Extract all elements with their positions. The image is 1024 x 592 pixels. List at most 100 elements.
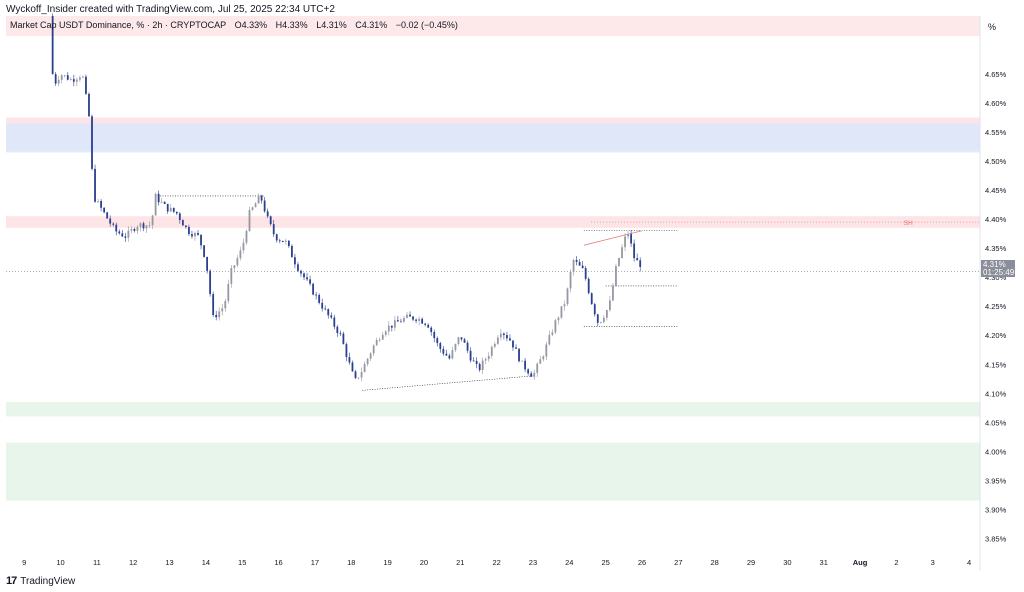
candle-body: [575, 259, 578, 262]
candle-body: [390, 325, 393, 328]
candle-body: [254, 203, 257, 208]
axis-unit[interactable]: %: [988, 22, 997, 32]
candle-body: [160, 201, 163, 203]
candle-body: [336, 326, 339, 334]
candle-body: [266, 211, 269, 217]
candle-body: [400, 321, 402, 323]
candle-body: [451, 350, 454, 359]
candle-body: [384, 331, 387, 335]
candle-body: [627, 234, 629, 237]
symbol-legend[interactable]: Market Cap USDT Dominance, % · 2h · CRYP…: [10, 20, 464, 30]
candle-body: [533, 372, 536, 377]
candle-body: [69, 79, 72, 80]
tradingview-logo[interactable]: 17 TradingView: [6, 575, 75, 587]
candle-body: [75, 79, 78, 82]
candle-body: [415, 319, 417, 321]
candle-body: [503, 333, 505, 336]
candle-body: [321, 302, 324, 309]
candle-body: [309, 279, 311, 284]
candle-body: [354, 371, 357, 379]
candle-body: [457, 337, 460, 344]
candle-body: [633, 243, 636, 259]
candle-body: [369, 353, 372, 359]
sh-label: SH: [904, 220, 913, 227]
candle-body: [54, 74, 57, 84]
candle-body: [230, 267, 233, 284]
candle-body: [112, 223, 115, 225]
candle-body: [151, 215, 154, 226]
candle-body: [148, 225, 151, 227]
candle-body: [469, 350, 472, 361]
zone-demand-3: [6, 401, 980, 417]
candle-body: [239, 250, 242, 259]
candle-body: [203, 245, 205, 257]
ohlc-close: C4.31%: [355, 20, 388, 30]
candle-body: [236, 258, 239, 266]
ohlc-low: L4.31%: [316, 20, 347, 30]
x-tick-label: Aug: [853, 558, 868, 567]
candle-body: [439, 343, 442, 350]
candle-body: [291, 246, 293, 258]
candle-body: [530, 373, 533, 377]
candle-body: [145, 225, 148, 229]
y-tick-label: 4.15%: [985, 360, 1007, 369]
candle-body: [66, 75, 69, 80]
candle-body: [363, 364, 366, 373]
x-tick-label: 31: [820, 558, 828, 567]
candle-body: [248, 209, 251, 231]
candle-body: [609, 300, 611, 311]
y-tick-label: 4.35%: [985, 244, 1007, 253]
candle-body: [60, 75, 63, 80]
candle-body: [169, 207, 172, 212]
candle-body: [518, 348, 520, 362]
candle-body: [133, 229, 136, 231]
candle-body: [330, 315, 333, 318]
x-tick-label: 21: [456, 558, 464, 567]
candle-body: [278, 240, 281, 242]
candle-body: [91, 116, 93, 169]
candle-body: [548, 334, 551, 345]
candle-body: [433, 331, 436, 339]
x-tick-label: 3: [931, 558, 935, 567]
candle-body: [536, 363, 539, 373]
candle-body: [572, 259, 575, 272]
wedge-line: [583, 230, 643, 246]
candle-body: [463, 339, 466, 343]
zone-demand-4: [6, 442, 980, 501]
candle-body: [569, 271, 572, 289]
candle-body: [512, 340, 514, 348]
x-tick-label: 18: [347, 558, 355, 567]
candle-body: [560, 306, 563, 318]
candle-body: [318, 294, 321, 303]
candle-body: [393, 320, 396, 328]
x-tick-label: 20: [420, 558, 428, 567]
x-tick-label: 14: [202, 558, 210, 567]
candle-body: [106, 212, 109, 219]
candle-body: [406, 314, 408, 318]
candle-body: [605, 310, 608, 318]
ohlc-open: O4.33%: [234, 20, 268, 30]
candle-body: [281, 240, 284, 242]
y-tick-label: 4.20%: [985, 331, 1007, 340]
y-tick-label: 4.25%: [985, 302, 1007, 311]
candle-body: [85, 76, 87, 94]
y-tick-label: 4.40%: [985, 215, 1007, 224]
candle-body: [188, 226, 190, 235]
candle-body: [78, 77, 81, 80]
tradingview-icon: 17: [6, 575, 17, 587]
candle-body: [121, 233, 124, 237]
candle-body: [624, 236, 626, 248]
candle-body: [581, 265, 584, 269]
y-tick-label: 4.00%: [985, 447, 1007, 456]
candle-body: [306, 277, 308, 280]
y-tick-label: 4.55%: [985, 128, 1007, 137]
candle-body: [484, 359, 487, 361]
candle-body: [387, 325, 390, 332]
symbol-name[interactable]: Market Cap USDT Dominance, % · 2h · CRYP…: [10, 20, 227, 30]
candle-body: [563, 304, 566, 307]
last-price-tag: 4.31% 01:25:49: [981, 260, 1015, 277]
candle-body: [612, 285, 614, 301]
candle-body: [178, 213, 181, 221]
candle-body: [191, 234, 193, 237]
